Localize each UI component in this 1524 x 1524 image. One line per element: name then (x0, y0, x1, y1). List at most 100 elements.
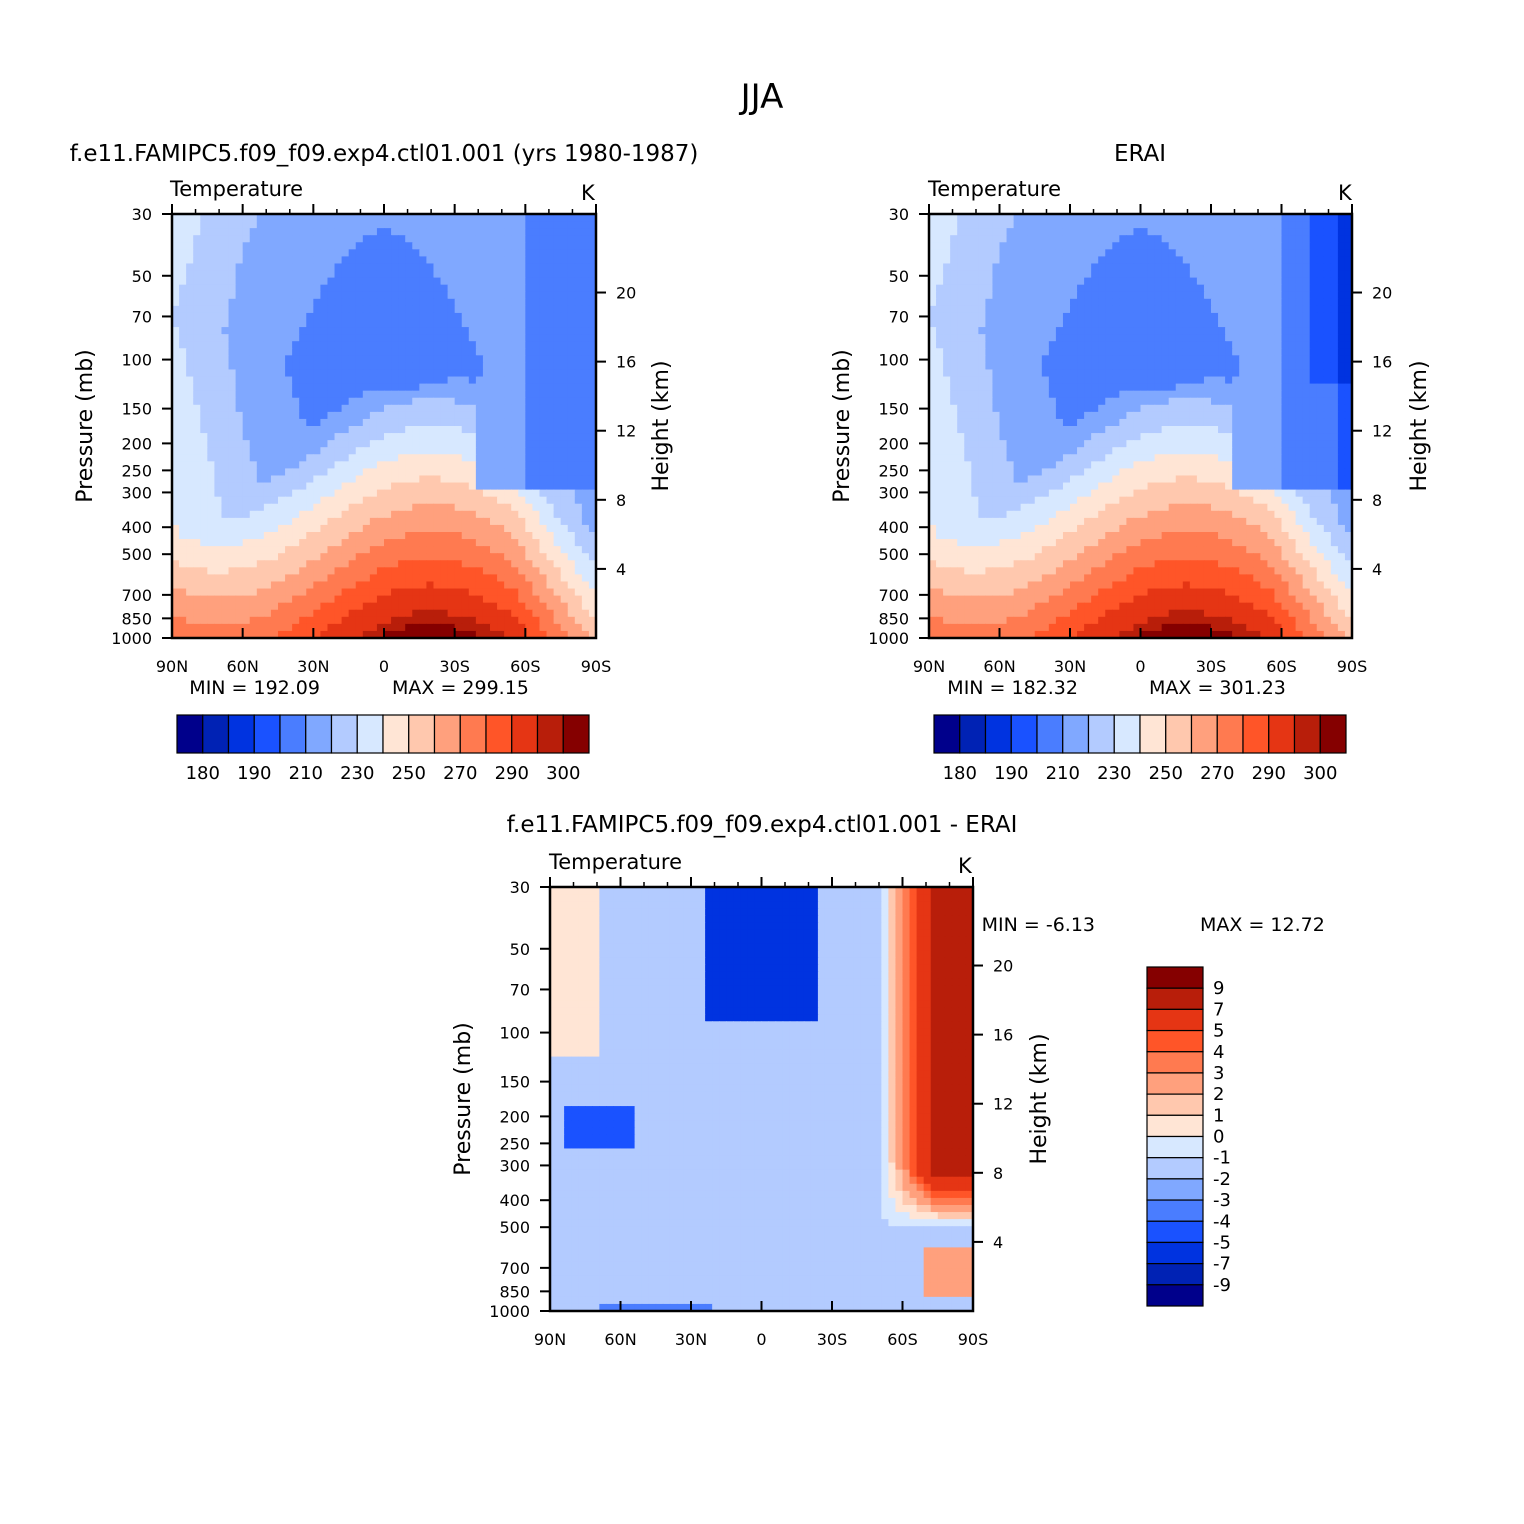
heatmap-cell (1274, 277, 1283, 286)
heatmap-cell (228, 461, 237, 469)
heatmap-cell (532, 270, 541, 279)
heatmap-cell (1048, 305, 1057, 314)
heatmap-cell (384, 390, 392, 399)
heatmap-cell (1147, 334, 1156, 342)
heatmap-cell (426, 411, 435, 420)
heatmap-cell (1112, 256, 1120, 265)
heatmap-cell (249, 433, 258, 441)
heatmap-cell (1105, 355, 1113, 363)
heatmap-cell (355, 532, 364, 540)
heatmap-cell (490, 595, 498, 604)
heatmap-cell (560, 305, 569, 314)
heatmap-cell (532, 426, 541, 434)
heatmap-cell (235, 320, 244, 328)
heatmap-cell (292, 277, 300, 286)
heatmap-cell (179, 503, 187, 512)
heatmap-cell (412, 277, 420, 286)
heatmap-cell (193, 334, 201, 342)
heatmap-cell (454, 595, 463, 604)
heatmap-cell (292, 447, 300, 455)
heatmap-cell (475, 270, 484, 279)
heatmap-cell (1211, 298, 1219, 307)
heatmap-cell (957, 312, 965, 321)
heatmap-cell (419, 362, 427, 371)
heatmap-cell (200, 546, 208, 554)
heatmap-cell (440, 524, 449, 533)
heatmap-cell (1225, 270, 1233, 279)
heatmap-cell (384, 440, 392, 448)
heatmap-cell (285, 503, 293, 512)
heatmap-cell (292, 411, 300, 420)
heatmap-cell (482, 539, 491, 547)
heatmap-cell (1133, 327, 1142, 335)
heatmap-cell (391, 404, 399, 413)
heatmap-cell (179, 546, 187, 554)
heatmap-cell (221, 291, 230, 300)
heatmap-cell (1218, 341, 1226, 349)
heatmap-cell (461, 242, 470, 250)
heatmap-cell (574, 228, 583, 236)
heatmap-cell (574, 397, 583, 406)
heatmap-cell (1302, 277, 1311, 286)
heatmap-cell (553, 390, 562, 399)
heatmap-cell (186, 312, 194, 321)
heatmap-cell (1048, 242, 1057, 250)
heatmap-cell (447, 539, 456, 547)
heatmap-cell (426, 553, 435, 561)
heatmap-cell (242, 503, 251, 512)
heatmap-cell (504, 221, 512, 229)
heatmap-cell (440, 291, 449, 300)
y-tick-label: 700 (121, 586, 152, 605)
heatmap-cell (588, 263, 597, 272)
heatmap-cell (475, 489, 484, 498)
heatmap-cell (285, 524, 293, 533)
heatmap-cell (433, 312, 442, 321)
heatmap-cell (405, 447, 413, 455)
heatmap-cell (588, 623, 597, 632)
heatmap-cell (532, 404, 541, 413)
heatmap-cell (278, 298, 286, 307)
heatmap-cell (320, 433, 329, 441)
heatmap-cell (193, 312, 201, 321)
heatmap-cell (193, 426, 201, 434)
heatmap-cell (1062, 348, 1071, 356)
heatmap-cell (532, 609, 541, 618)
heatmap-cell (475, 623, 484, 632)
heatmap-cell (186, 539, 194, 547)
heatmap-cell (1119, 277, 1127, 286)
heatmap-cell (1006, 327, 1015, 335)
heatmap-cell (468, 532, 477, 540)
heatmap-cell (950, 355, 958, 363)
heatmap-cell (497, 609, 505, 618)
heatmap-cell (348, 574, 357, 583)
heatmap-cell (1091, 291, 1099, 300)
heatmap-cell (1323, 305, 1332, 314)
heatmap-cell (327, 616, 336, 625)
heatmap-cell (943, 228, 951, 236)
heatmap-cell (242, 418, 251, 427)
heatmap-cell (1175, 284, 1184, 293)
heatmap-cell (447, 390, 456, 399)
heatmap-cell (270, 539, 279, 547)
heatmap-cell (581, 468, 590, 477)
heatmap-cell (539, 284, 548, 293)
heatmap-cell (574, 503, 583, 512)
heatmap-cell (454, 630, 463, 639)
heatmap-cell (560, 581, 569, 590)
heatmap-cell (1006, 256, 1015, 265)
heatmap-cell (193, 546, 201, 554)
heatmap-cell (1048, 214, 1057, 222)
heatmap-cell (200, 263, 208, 272)
heatmap-cell (468, 411, 477, 420)
heatmap-cell (348, 418, 357, 427)
heatmap-cell (172, 355, 180, 363)
heatmap-cell (433, 327, 442, 335)
heatmap-cell (391, 468, 399, 477)
heatmap-cell (179, 433, 187, 441)
heatmap-cell (398, 496, 406, 505)
heatmap-cell (1175, 355, 1184, 363)
heatmap-cell (214, 411, 223, 420)
right-tick-label: 4 (616, 560, 626, 579)
heatmap-cell (327, 602, 336, 611)
heatmap-cell (391, 355, 399, 363)
